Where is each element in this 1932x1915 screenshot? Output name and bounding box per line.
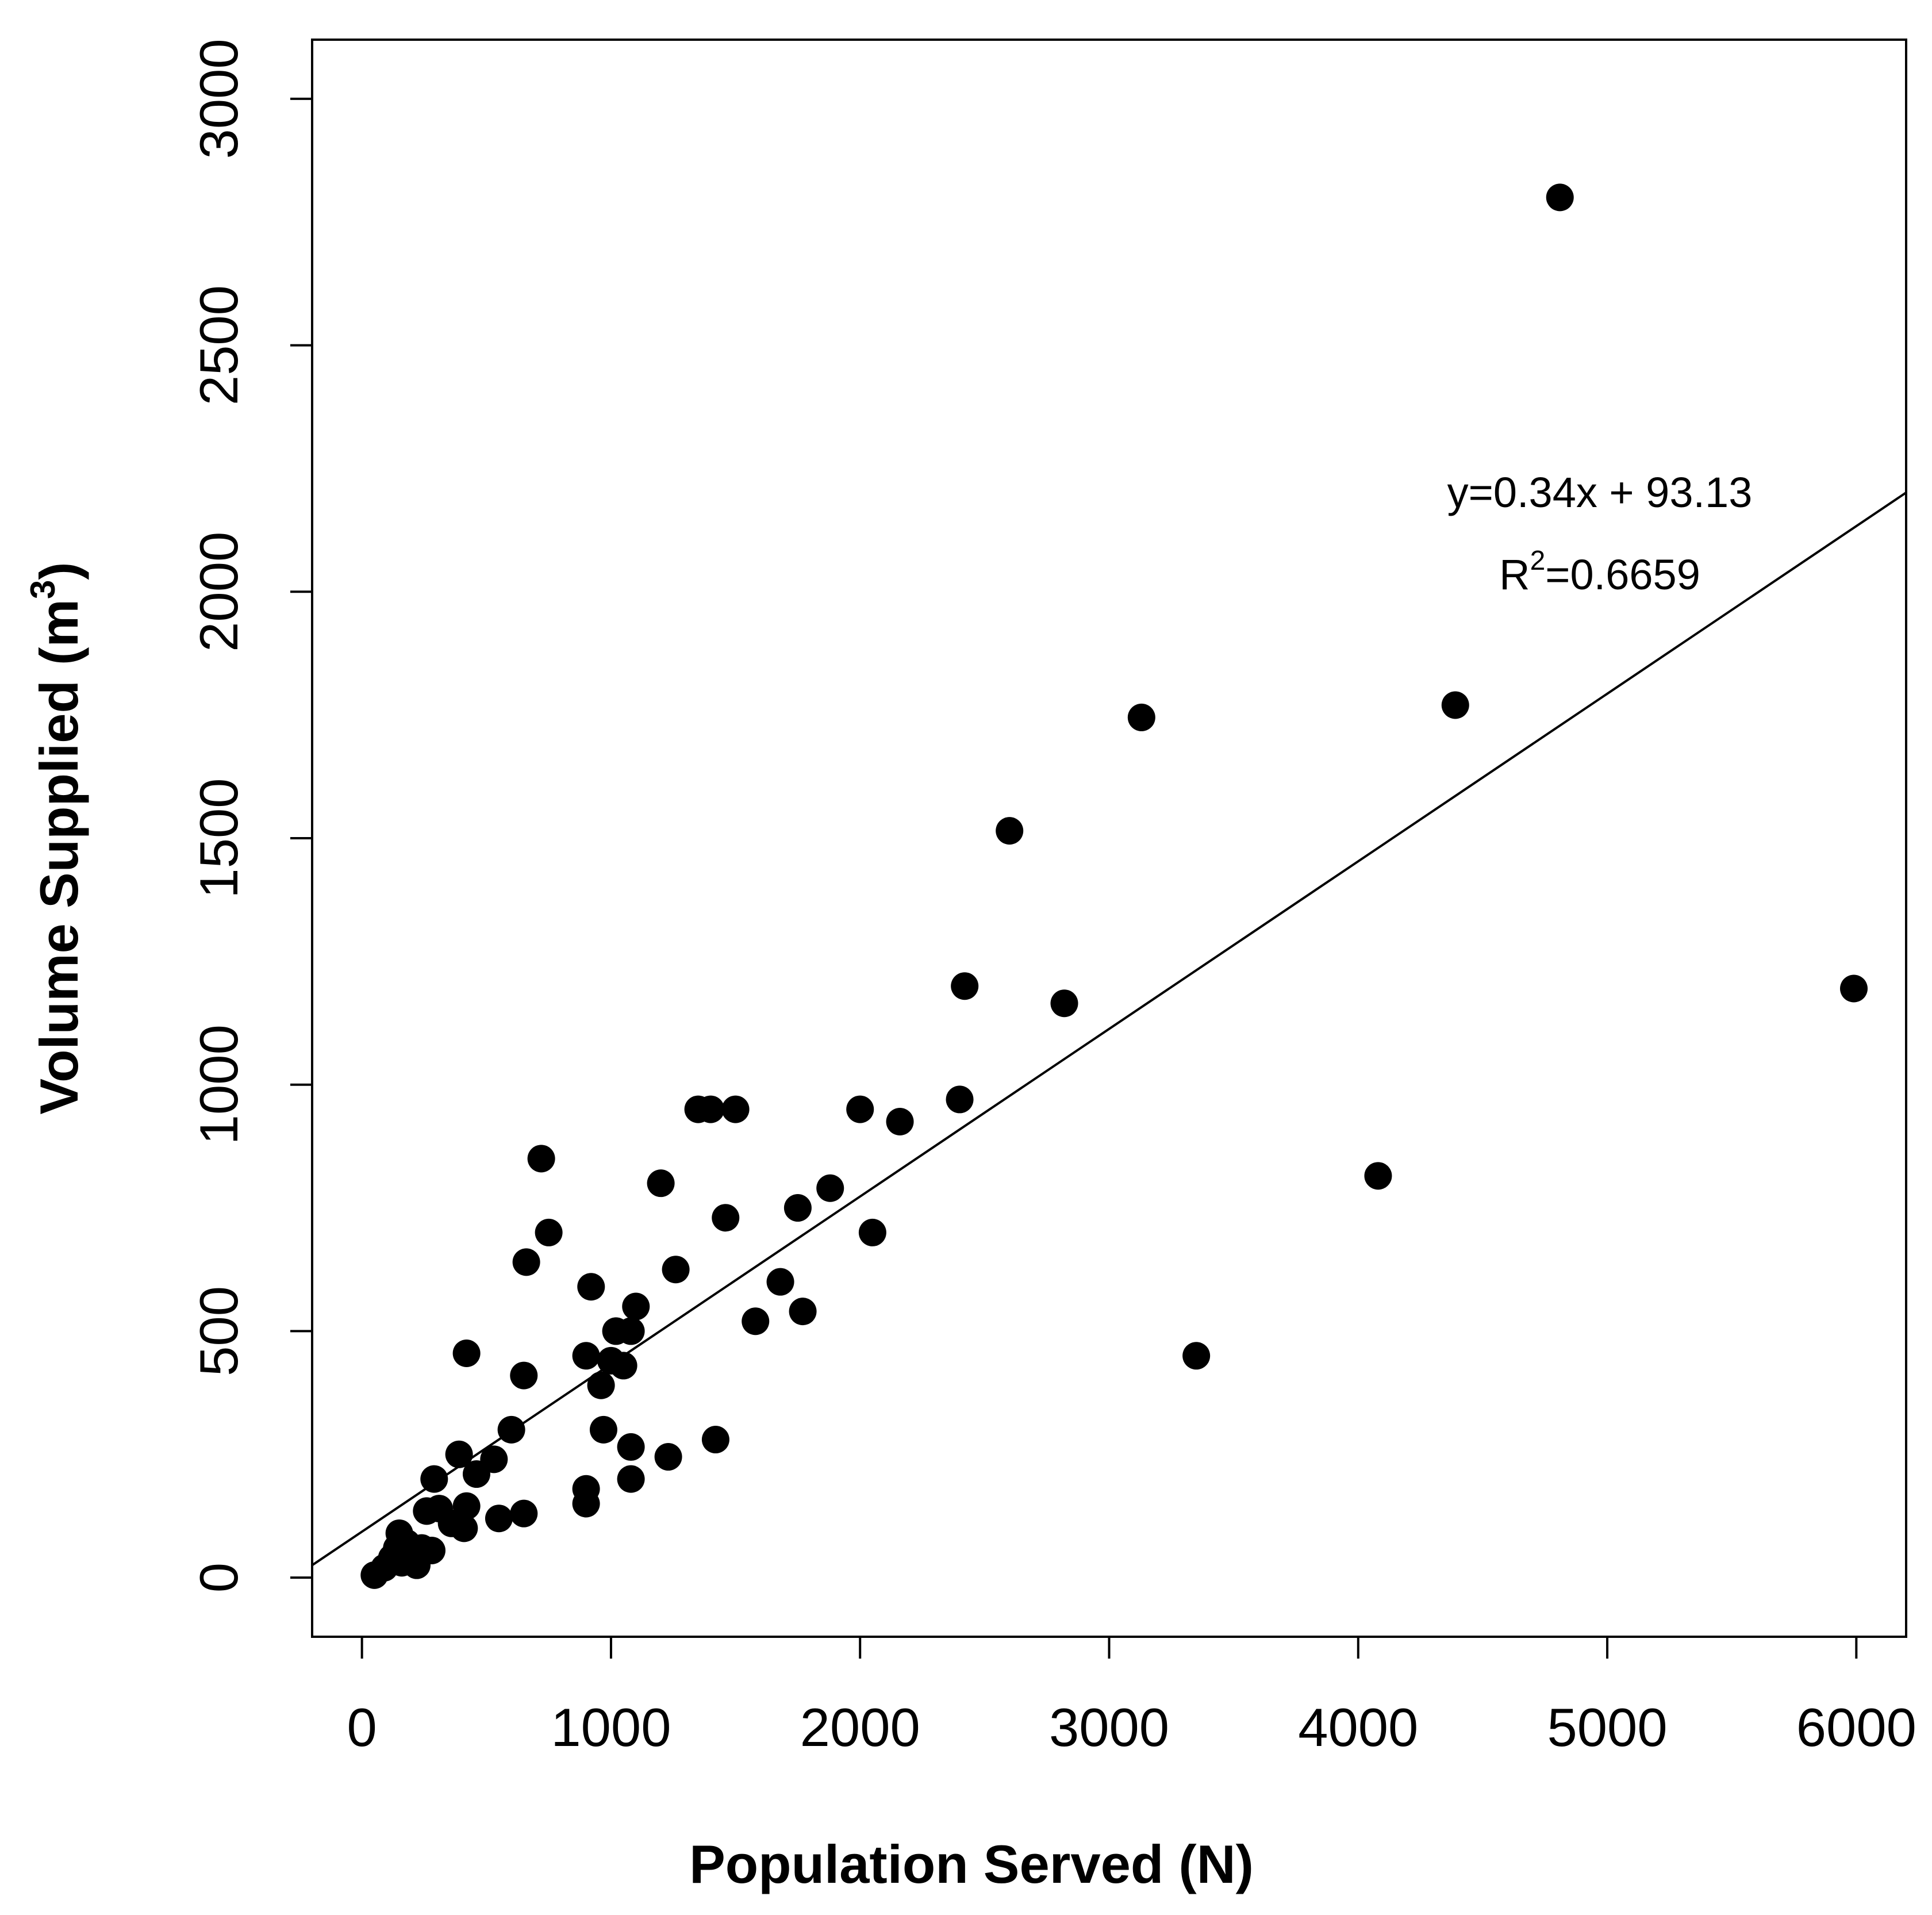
- data-point: [701, 1426, 729, 1454]
- x-tick-label: 0: [347, 1697, 377, 1757]
- data-point: [951, 972, 979, 1000]
- data-point: [886, 1108, 914, 1136]
- y-axis-title-close: ): [29, 562, 89, 580]
- data-point: [766, 1268, 794, 1296]
- data-point: [946, 1085, 974, 1114]
- x-tick-label: 5000: [1547, 1697, 1668, 1757]
- regression-line: [312, 492, 1906, 1567]
- data-point: [742, 1307, 770, 1335]
- data-point: [420, 1465, 448, 1493]
- data-point: [572, 1475, 600, 1503]
- x-tick-label: 3000: [1049, 1697, 1169, 1757]
- data-point: [721, 1095, 750, 1123]
- data-point: [617, 1433, 645, 1461]
- x-axis-title: Population Served (N): [689, 1834, 1254, 1894]
- data-point: [697, 1095, 725, 1123]
- y-tick-label: 3000: [189, 39, 249, 159]
- data-point: [450, 1514, 478, 1542]
- data-point: [572, 1342, 600, 1370]
- x-tick-label: 4000: [1298, 1697, 1418, 1757]
- x-tick-label: 2000: [800, 1697, 920, 1757]
- data-point: [589, 1415, 617, 1444]
- y-axis-title-main: Volume Supplied (m: [29, 599, 89, 1115]
- y-tick-label: 2000: [189, 532, 249, 652]
- data-point: [1050, 989, 1078, 1018]
- data-point: [783, 1194, 812, 1222]
- y-tick-label: 500: [189, 1286, 249, 1376]
- data-point: [480, 1445, 508, 1473]
- data-point: [485, 1505, 513, 1533]
- data-point: [654, 1443, 682, 1471]
- data-point: [1441, 691, 1469, 719]
- data-point: [662, 1256, 690, 1284]
- y-tick-label: 1000: [189, 1024, 249, 1145]
- data-point: [647, 1169, 675, 1198]
- data-point: [1182, 1342, 1211, 1370]
- y-axis-title: Volume Supplied (m3): [24, 562, 89, 1114]
- data-point: [527, 1145, 555, 1173]
- r-squared-annotation: R2=0.6659: [1499, 546, 1700, 598]
- data-point: [452, 1339, 481, 1367]
- data-point: [445, 1440, 473, 1468]
- data-point: [417, 1536, 445, 1564]
- data-point: [452, 1492, 481, 1520]
- data-point: [1840, 974, 1868, 1003]
- data-point: [1127, 703, 1155, 731]
- data-point: [587, 1371, 615, 1399]
- y-tick-label: 1500: [189, 778, 249, 898]
- regression-equation: y=0.34x + 93.13: [1447, 469, 1753, 516]
- data-point: [712, 1204, 740, 1232]
- data-point: [510, 1361, 538, 1390]
- data-point: [846, 1095, 874, 1123]
- data-point: [617, 1317, 645, 1345]
- plot-frame: [311, 39, 1907, 1638]
- data-point: [577, 1273, 605, 1301]
- data-point: [816, 1174, 844, 1202]
- r-squared-value: =0.6659: [1545, 551, 1700, 598]
- data-point: [617, 1465, 645, 1493]
- y-axis-title-superscript: 3: [24, 580, 62, 599]
- data-point: [497, 1415, 525, 1444]
- y-tick-label: 2500: [189, 285, 249, 405]
- data-point: [609, 1352, 637, 1380]
- y-tick-label: 0: [189, 1563, 249, 1592]
- r-squared-prefix: R: [1499, 551, 1530, 598]
- data-points: [360, 183, 1868, 1589]
- data-point: [996, 817, 1024, 845]
- y-axis: 0 500 1000 1500 2000 2500 3000: [189, 39, 313, 1592]
- data-point: [1364, 1162, 1392, 1190]
- data-point: [789, 1298, 817, 1326]
- x-tick-label: 1000: [551, 1697, 671, 1757]
- data-point: [535, 1218, 563, 1246]
- r-squared-superscript: 2: [1530, 546, 1546, 576]
- data-point: [512, 1248, 540, 1276]
- x-tick-label: 6000: [1796, 1697, 1916, 1757]
- x-axis: 0 1000 2000 3000 4000 5000 6000: [347, 1636, 1916, 1757]
- data-point: [1546, 183, 1574, 212]
- data-point: [622, 1292, 650, 1321]
- data-point: [858, 1218, 886, 1246]
- data-point: [510, 1499, 538, 1528]
